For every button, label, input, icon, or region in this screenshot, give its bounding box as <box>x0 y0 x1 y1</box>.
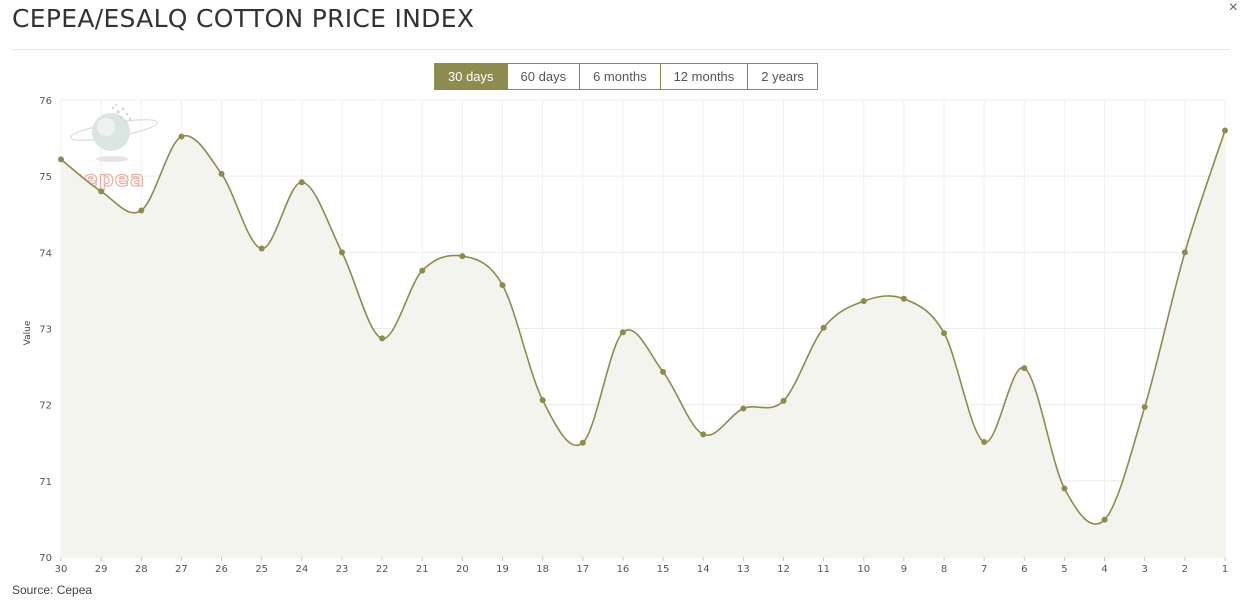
range-button-60-days[interactable]: 60 days <box>506 64 580 89</box>
x-tick-label: 30 <box>55 564 68 575</box>
x-tick-label: 19 <box>496 564 509 575</box>
data-point-24 <box>298 179 305 186</box>
x-tick-label: 5 <box>1061 564 1067 575</box>
range-selector: 30 days 60 days 6 months 12 months 2 yea… <box>434 63 818 90</box>
data-points <box>58 127 1228 523</box>
data-point-3 <box>1141 403 1148 410</box>
source-note: Source: Cepea <box>12 583 93 597</box>
data-point-2 <box>1181 249 1188 256</box>
x-tick-label: 13 <box>737 564 750 575</box>
y-tick-label: 74 <box>39 248 52 259</box>
x-tick-label: 25 <box>255 564 268 575</box>
data-point-16 <box>619 329 626 336</box>
data-point-14 <box>700 431 707 438</box>
x-axis-ticks: 30 29 28 27 26 25 24 23 22 21 20 19 18 17 16 15 14 13 12 11… <box>55 557 1228 575</box>
data-point-23 <box>338 249 345 256</box>
data-point-5 <box>1061 485 1068 492</box>
x-tick-label: 7 <box>981 564 987 575</box>
data-point-12 <box>780 397 787 404</box>
x-tick-label: 8 <box>941 564 947 575</box>
x-tick-label: 24 <box>295 564 308 575</box>
data-point-19 <box>499 282 506 289</box>
y-tick-label: 70 <box>39 553 52 564</box>
x-tick-label: 20 <box>456 564 469 575</box>
x-tick-label: 6 <box>1021 564 1027 575</box>
data-point-15 <box>660 368 667 375</box>
range-button-6-months[interactable]: 6 months <box>579 64 660 89</box>
data-point-4 <box>1101 516 1108 523</box>
x-tick-label: 17 <box>576 564 589 575</box>
data-point-30 <box>58 156 64 163</box>
x-tick-label: 18 <box>536 564 549 575</box>
x-tick-label: 15 <box>657 564 670 575</box>
series-line <box>60 130 1226 525</box>
x-tick-label: 27 <box>175 564 188 575</box>
data-point-29 <box>98 188 105 195</box>
y-tick-label: 72 <box>39 401 52 412</box>
data-point-10 <box>860 298 867 305</box>
y-axis-ticks: 70 71 72 73 74 75 76 <box>39 96 52 564</box>
x-tick-label: 1 <box>1222 564 1228 575</box>
x-tick-label: 28 <box>135 564 148 575</box>
y-tick-label: 76 <box>39 96 52 107</box>
data-point-21 <box>419 267 426 274</box>
x-tick-label: 22 <box>376 564 389 575</box>
title-divider <box>12 49 1230 50</box>
area-fill <box>61 130 1225 557</box>
data-point-22 <box>379 335 386 342</box>
data-point-7 <box>981 438 988 445</box>
x-tick-label: 3 <box>1142 564 1148 575</box>
x-tick-label: 2 <box>1182 564 1188 575</box>
y-tick-label: 71 <box>39 477 52 488</box>
x-tick-label: 4 <box>1101 564 1107 575</box>
data-point-8 <box>941 330 948 337</box>
range-button-2-years[interactable]: 2 years <box>747 64 817 89</box>
data-point-28 <box>138 207 145 214</box>
data-point-17 <box>579 439 586 446</box>
x-tick-label: 11 <box>817 564 830 575</box>
x-tick-label: 16 <box>617 564 630 575</box>
data-point-13 <box>740 405 747 412</box>
x-tick-label: 12 <box>777 564 790 575</box>
x-tick-label: 14 <box>697 564 710 575</box>
data-point-1 <box>1222 127 1228 134</box>
y-tick-label: 73 <box>39 325 52 336</box>
close-icon[interactable]: × <box>1228 0 1238 16</box>
data-point-27 <box>178 133 185 140</box>
data-point-18 <box>539 397 546 404</box>
x-tick-label: 23 <box>336 564 349 575</box>
y-axis-label: Value <box>23 320 33 345</box>
page-title: CEPEA/ESALQ COTTON PRICE INDEX <box>12 4 475 33</box>
range-button-30-days[interactable]: 30 days <box>435 64 507 89</box>
data-point-6 <box>1021 365 1028 372</box>
x-tick-label: 9 <box>901 564 907 575</box>
data-point-9 <box>900 295 907 302</box>
range-button-12-months[interactable]: 12 months <box>659 64 748 89</box>
x-tick-label: 10 <box>857 564 870 575</box>
data-point-11 <box>820 324 827 331</box>
x-tick-label: 29 <box>95 564 108 575</box>
x-tick-label: 21 <box>416 564 429 575</box>
data-point-20 <box>459 253 466 260</box>
data-point-26 <box>218 170 225 177</box>
x-tick-label: 26 <box>215 564 228 575</box>
y-tick-label: 75 <box>39 172 52 183</box>
data-point-25 <box>258 245 265 252</box>
